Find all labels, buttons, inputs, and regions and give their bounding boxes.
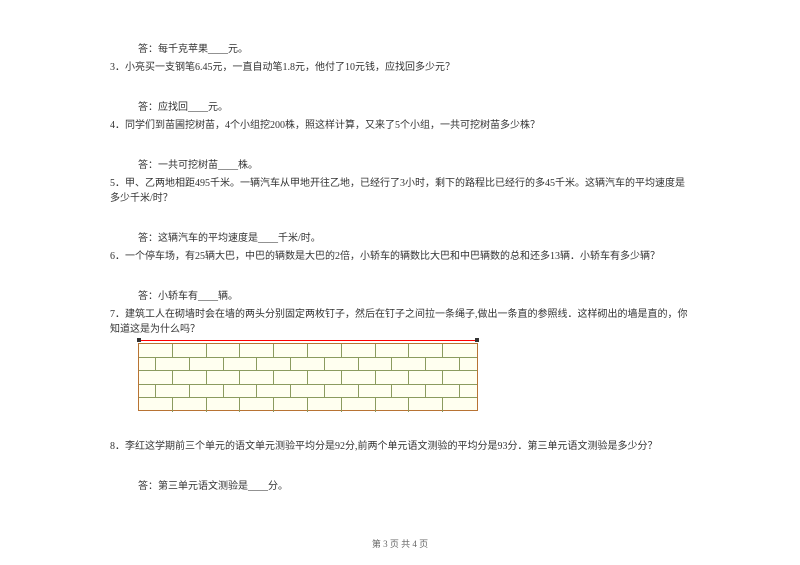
q4-answer: 答：一共可挖树苗____株。	[110, 156, 690, 171]
brick	[173, 398, 207, 412]
brick	[257, 358, 291, 371]
brick	[240, 344, 274, 357]
brick	[359, 385, 393, 398]
brick	[409, 344, 443, 357]
brick	[426, 385, 460, 398]
brick	[443, 371, 477, 384]
brick	[409, 371, 443, 384]
string-line	[137, 340, 479, 342]
brick	[139, 371, 173, 384]
brick	[156, 385, 190, 398]
brick	[274, 398, 308, 412]
brick	[207, 371, 241, 384]
brick	[342, 344, 376, 357]
brick	[173, 371, 207, 384]
brick	[392, 358, 426, 371]
brick	[359, 358, 393, 371]
q8-answer: 答：第三单元语文测验是____分。	[110, 477, 690, 492]
brick	[139, 385, 156, 398]
question-5: 5．甲、乙两地相距495千米。一辆汽车从甲地开往乙地，已经行了3小时，剩下的路程…	[110, 174, 690, 204]
brick	[207, 344, 241, 357]
brick	[156, 358, 190, 371]
brick	[376, 344, 410, 357]
nail-right-icon	[475, 338, 479, 342]
brick-row	[139, 344, 477, 358]
brick	[460, 385, 477, 398]
brick	[308, 398, 342, 412]
brick	[190, 358, 224, 371]
red-string	[141, 340, 475, 341]
brick	[240, 371, 274, 384]
brick	[460, 358, 477, 371]
brick	[139, 398, 173, 412]
brick	[274, 344, 308, 357]
brick	[308, 344, 342, 357]
brick-row	[139, 358, 477, 372]
brick	[190, 385, 224, 398]
brick	[224, 358, 258, 371]
brick	[376, 371, 410, 384]
brick	[224, 385, 258, 398]
brick	[291, 358, 325, 371]
question-7: 7．建筑工人在砌墙时会在墙的两头分别固定两枚钉子，然后在钉子之间拉一条绳子,做出…	[110, 305, 690, 335]
brick	[325, 385, 359, 398]
brick	[376, 398, 410, 412]
brick-row	[139, 371, 477, 385]
brick	[139, 344, 173, 357]
brick	[291, 385, 325, 398]
brick	[443, 398, 477, 412]
page-footer: 第 3 页 共 4 页	[0, 537, 800, 550]
brick	[443, 344, 477, 357]
question-3: 3．小亮买一支钢笔6.45元，一直自动笔1.8元，他付了10元钱，应找回多少元？	[110, 58, 690, 73]
q6-answer: 答：小轿车有____辆。	[110, 287, 690, 302]
brick	[325, 358, 359, 371]
brick-wall-diagram	[138, 343, 478, 411]
question-8: 8．李红这学期前三个单元的语文单元测验平均分是92分,前两个单元语文测验的平均分…	[110, 437, 690, 452]
brick	[207, 398, 241, 412]
q2-answer: 答：每千克苹果____元。	[110, 40, 690, 55]
q3-answer: 答：应找回____元。	[110, 98, 690, 113]
brick-row	[139, 398, 477, 412]
brick	[257, 385, 291, 398]
brick	[392, 385, 426, 398]
brick	[342, 398, 376, 412]
brick	[240, 398, 274, 412]
brick	[173, 344, 207, 357]
q5-answer: 答：这辆汽车的平均速度是____千米/时。	[110, 229, 690, 244]
question-4: 4．同学们到苗圃挖树苗，4个小组挖200株，照这样计算，又来了5个小组，一共可挖…	[110, 116, 690, 131]
brick	[426, 358, 460, 371]
brick	[342, 371, 376, 384]
brick	[409, 398, 443, 412]
brick-row	[139, 385, 477, 399]
brick	[139, 358, 156, 371]
question-6: 6．一个停车场，有25辆大巴，中巴的辆数是大巴的2倍，小轿车的辆数比大巴和中巴辆…	[110, 247, 690, 262]
brick	[308, 371, 342, 384]
brick	[274, 371, 308, 384]
